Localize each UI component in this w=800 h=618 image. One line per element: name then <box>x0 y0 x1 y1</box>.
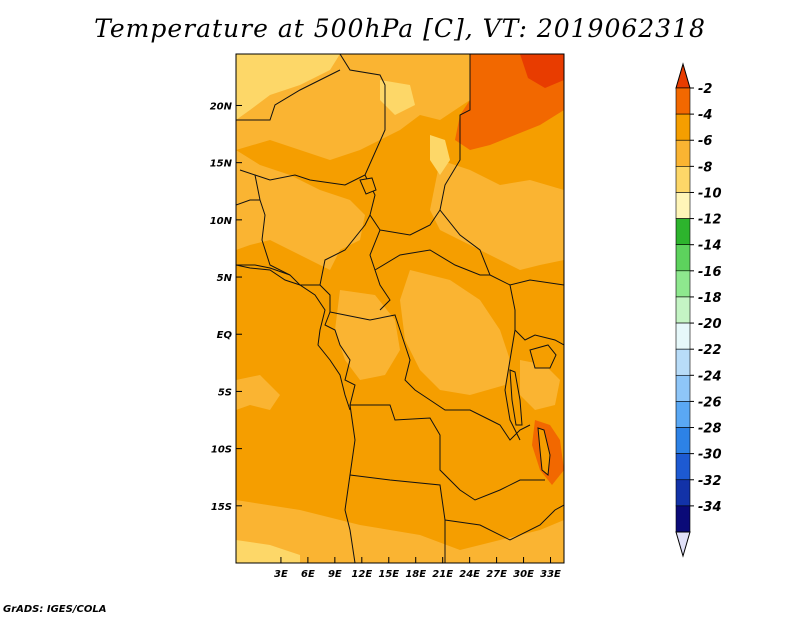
field-band--10--8 <box>236 54 340 120</box>
border-line <box>349 474 446 563</box>
colorbar-swatch <box>675 427 691 454</box>
lake-tanganyika <box>509 369 523 426</box>
border-line <box>439 54 564 286</box>
colorbar-swatch <box>675 244 691 272</box>
colorbar-swatch <box>675 296 691 324</box>
colorbar-label: -28 <box>698 422 722 437</box>
x-tick-label: 6E <box>301 569 315 580</box>
y-tick-label: 10N <box>210 216 233 227</box>
y-tick-label: EQ <box>217 330 233 341</box>
field-band--8--6 <box>430 160 564 270</box>
colorbar-label: -8 <box>698 160 712 175</box>
field-band--8--6 <box>520 360 560 410</box>
lake-malawi <box>537 427 551 476</box>
colorbar-label: -14 <box>698 239 722 254</box>
colorbar-label: -4 <box>698 108 712 123</box>
plot-frame <box>235 53 565 564</box>
x-tick-label: 3E <box>274 569 288 580</box>
x-axis: 3E 6E 9E 12E 15E 18E 21E 24E 27E 30E 33E <box>274 557 561 580</box>
colorbar-swatch <box>675 505 691 533</box>
x-tick-label: 33E <box>540 569 561 580</box>
colorbar-swatch <box>675 192 691 219</box>
temperature-field <box>236 54 564 563</box>
border-line <box>236 264 291 276</box>
border-line <box>399 329 531 441</box>
y-tick-label: 15N <box>210 159 233 170</box>
x-tick-label: 15E <box>378 569 399 580</box>
field-band--10--8 <box>380 80 415 115</box>
border-line <box>364 174 391 311</box>
colorbar: -2 -4 -6 -8 -10 -12 -14 -16 -18 -20 -22 -24 -26 -28 -3… <box>675 62 722 558</box>
x-tick-label: 24E <box>459 569 480 580</box>
border-line <box>236 69 341 121</box>
colorbar-label: -6 <box>698 134 712 149</box>
border-line <box>504 329 521 441</box>
border-line <box>319 284 401 331</box>
y-axis: 20N 15N 10N 5N EQ 5S 10S 15S <box>210 101 242 513</box>
y-tick-label: 20N <box>210 101 233 112</box>
colorbar-swatch <box>675 113 691 141</box>
field-band--10--8 <box>430 135 450 175</box>
colorbar-swatch <box>675 322 691 350</box>
x-tick-label: 18E <box>405 569 426 580</box>
border-line <box>509 284 564 346</box>
lake-chad <box>359 177 377 195</box>
border-line <box>444 504 564 541</box>
coastline <box>236 264 351 411</box>
x-tick-label: 27E <box>486 569 507 580</box>
lake-victoria <box>529 344 557 369</box>
x-tick-label: 12E <box>351 569 372 580</box>
colorbar-swatch <box>675 270 691 298</box>
colorbar-top-arrow <box>675 62 691 89</box>
colorbar-swatch <box>675 374 691 402</box>
colorbar-label: -26 <box>698 395 722 410</box>
y-tick-label: 5S <box>218 387 232 398</box>
grads-credit: GrADS: IGES/COLA <box>3 604 107 615</box>
colorbar-swatch <box>675 87 691 115</box>
field-band--8--6 <box>236 150 365 270</box>
colorbar-bottom-arrow <box>675 531 691 558</box>
y-tick-label: 5N <box>217 273 233 284</box>
y-tick-label: 15S <box>211 502 232 513</box>
border-line <box>349 529 356 563</box>
x-tick-label: 9E <box>328 569 342 580</box>
colorbar-swatch <box>675 453 691 481</box>
border-line <box>254 174 371 286</box>
colorbar-swatch <box>675 348 691 376</box>
field-band--8--6 <box>335 290 400 380</box>
colorbar-label: -10 <box>698 186 722 201</box>
colorbar-swatch <box>675 401 691 428</box>
border-line <box>379 209 441 236</box>
colorbar-label: -22 <box>698 343 722 358</box>
border-line <box>324 311 545 501</box>
colorbar-swatch <box>675 166 691 193</box>
colorbar-swatch <box>675 139 691 167</box>
colorbar-label: -20 <box>698 317 722 332</box>
colorbar-label: -18 <box>698 291 722 306</box>
colorbar-label: -24 <box>698 369 722 384</box>
colorbar-swatch <box>675 479 691 507</box>
country-borders <box>236 54 564 563</box>
colorbar-label: -30 <box>698 448 722 463</box>
field-band--10--8 <box>236 540 300 563</box>
border-line <box>374 249 490 276</box>
border-line <box>236 199 260 206</box>
y-tick-label: 10S <box>211 445 232 456</box>
colorbar-label: -32 <box>698 474 722 489</box>
chart-title: Temperature at 500hPa [C], VT: 201906231… <box>94 14 706 43</box>
field-band--8--6 <box>400 270 510 395</box>
colorbar-label: -34 <box>698 500 722 515</box>
colorbar-label: -2 <box>698 82 712 97</box>
colorbar-label: -16 <box>698 265 722 280</box>
field-band--8--6 <box>236 500 564 563</box>
colorbar-label: -12 <box>698 213 722 228</box>
field-band-above--2 <box>520 54 564 88</box>
field-band--8--6 <box>236 375 280 410</box>
border-line <box>239 54 386 186</box>
x-tick-label: 30E <box>513 569 534 580</box>
x-tick-label: 21E <box>432 569 453 580</box>
colorbar-swatch <box>675 218 691 246</box>
